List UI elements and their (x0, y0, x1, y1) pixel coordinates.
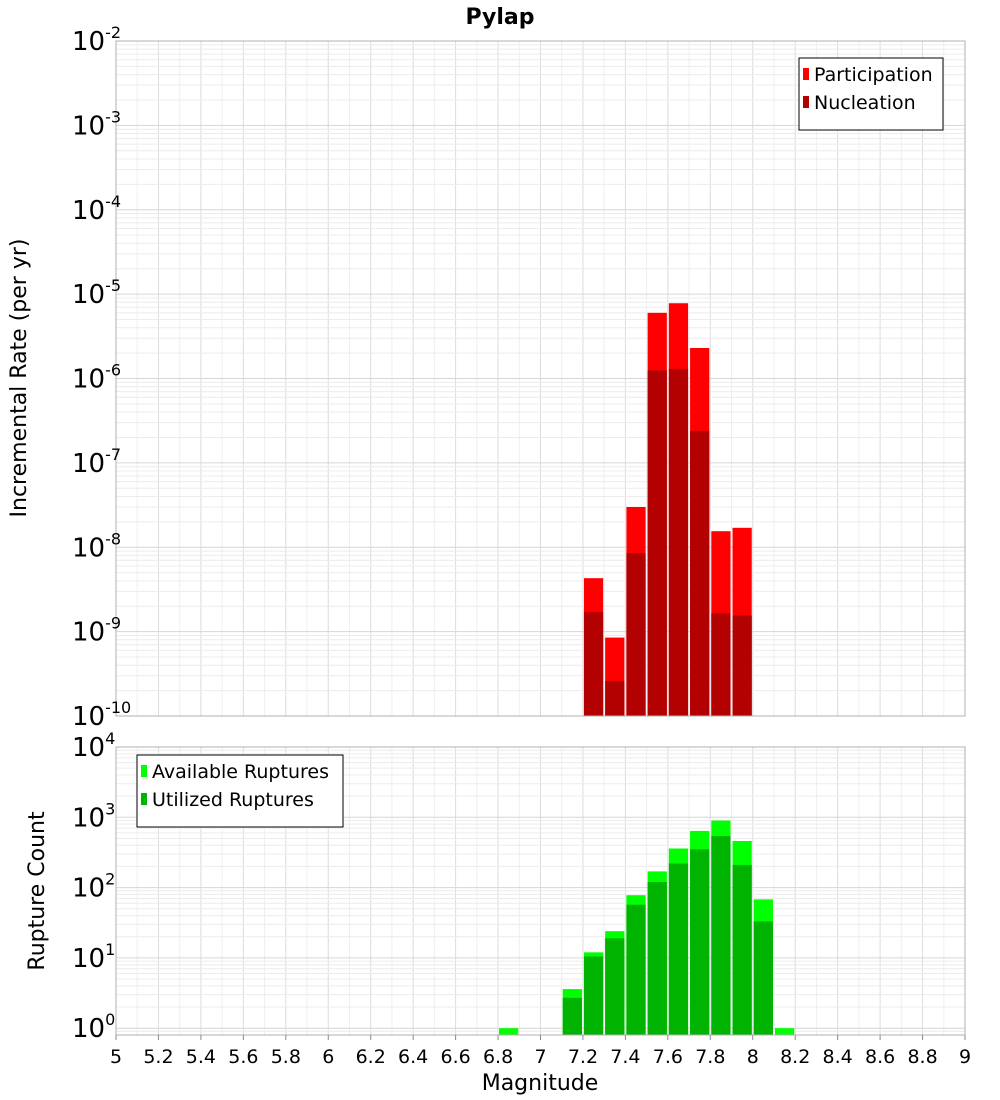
bottom-y-axis-label: Rupture Count (25, 811, 50, 971)
top-y-axis-label: Incremental Rate (per yr) (7, 239, 32, 518)
x-tick-label: 6.6 (440, 1046, 470, 1068)
bottom-y-tick-label: 102 (72, 870, 115, 904)
x-tick-label: 5.6 (228, 1046, 258, 1068)
x-tick-label: 5.4 (186, 1046, 216, 1068)
bottom-bar (605, 938, 625, 1035)
x-tick-label: 7.4 (610, 1046, 640, 1068)
top-bar (668, 368, 689, 716)
x-tick-label: 5.8 (271, 1046, 301, 1068)
x-tick-label: 5 (110, 1046, 122, 1068)
top-bar (583, 612, 604, 716)
chart-title: Pylap (465, 5, 534, 30)
top-plot-border (115, 40, 966, 717)
top-legend: Participation Nucleation (798, 57, 944, 131)
top-y-tick-label: 10-6 (72, 361, 121, 395)
top-legend-label: Participation (814, 64, 933, 86)
x-tick-label: 9 (959, 1046, 971, 1068)
x-tick-label: 8.6 (865, 1046, 895, 1068)
x-tick-label: 6.4 (398, 1046, 428, 1068)
top-y-tick-label: 10-2 (72, 23, 121, 57)
x-tick-label: 7.8 (695, 1046, 725, 1068)
top-plot-area: 10-10 10-9 10-8 10-7 10-6 10-5 10-4 10-3 10-2 Par… (72, 23, 966, 732)
top-y-tick-label: 10-10 (72, 698, 131, 732)
top-bar (732, 615, 752, 716)
bottom-series-utilized-ruptures (562, 836, 773, 1035)
x-tick-label: 8.2 (780, 1046, 810, 1068)
top-grid (115, 41, 966, 717)
bottom-bar (668, 863, 689, 1035)
x-tick-label: 7.6 (653, 1046, 683, 1068)
top-y-tick-label: 10-8 (72, 529, 121, 563)
top-legend-label: Nucleation (814, 92, 916, 114)
top-bar (605, 680, 625, 716)
bottom-bar (499, 1028, 519, 1035)
bottom-bar (626, 904, 646, 1035)
top-y-tick-label: 10-7 (72, 445, 121, 479)
top-y-tick-label: 10-3 (72, 107, 121, 141)
bottom-y-tick-label: 100 (72, 1010, 115, 1044)
top-series-nucleation (583, 368, 752, 716)
bottom-y-tick-label: 104 (72, 729, 115, 763)
top-legend-box (798, 57, 944, 131)
x-tick-label: 8 (747, 1046, 759, 1068)
bottom-y-tick-label: 103 (72, 799, 115, 833)
bottom-bar (774, 1028, 795, 1035)
top-legend-swatch (803, 96, 809, 108)
top-y-tick-label: 10-5 (72, 276, 121, 310)
x-tick-label: 8.8 (907, 1046, 937, 1068)
x-tick-label: 5.2 (143, 1046, 173, 1068)
bottom-legend-swatch (141, 793, 147, 805)
x-tick-label: 7 (534, 1046, 546, 1068)
bottom-plot-area: 100 101 102 103 104 5 5.2 5.4 5.6 5.8 6 6.2 6.4 6.6 6.… (72, 729, 971, 1068)
x-axis-label: Magnitude (482, 1071, 599, 1096)
x-tick-label: 7.2 (568, 1046, 598, 1068)
bottom-bar (711, 836, 731, 1035)
top-bar (711, 613, 731, 716)
x-tick-label: 6.2 (356, 1046, 386, 1068)
bottom-bar (690, 849, 710, 1035)
bottom-bar (732, 864, 752, 1035)
top-bar (690, 430, 710, 716)
top-legend-swatch (803, 68, 809, 80)
x-tick-label: 8.4 (823, 1046, 853, 1068)
bottom-legend-box (136, 754, 344, 828)
bottom-bar (583, 956, 604, 1035)
top-y-tick-label: 10-4 (72, 192, 121, 226)
bottom-legend-label: Available Ruptures (152, 761, 329, 783)
top-bar (647, 370, 667, 716)
top-y-tick-label: 10-9 (72, 614, 121, 648)
top-bar (626, 553, 646, 716)
bottom-bar (753, 921, 773, 1035)
x-tick-label: 6.8 (483, 1046, 513, 1068)
bottom-legend: Available Ruptures Utilized Ruptures (136, 754, 344, 828)
bottom-legend-swatch (141, 765, 147, 777)
bottom-y-tick-label: 101 (72, 940, 115, 974)
bottom-legend-label: Utilized Ruptures (152, 789, 314, 811)
x-tick-label: 6 (322, 1046, 334, 1068)
bottom-bar (647, 882, 667, 1035)
x-tick-labels: 5 5.2 5.4 5.6 5.8 6 6.2 6.4 6.6 6.8 7 7.2 7.4 7.6 7.8 8… (110, 1035, 971, 1068)
bottom-bar (562, 997, 582, 1035)
